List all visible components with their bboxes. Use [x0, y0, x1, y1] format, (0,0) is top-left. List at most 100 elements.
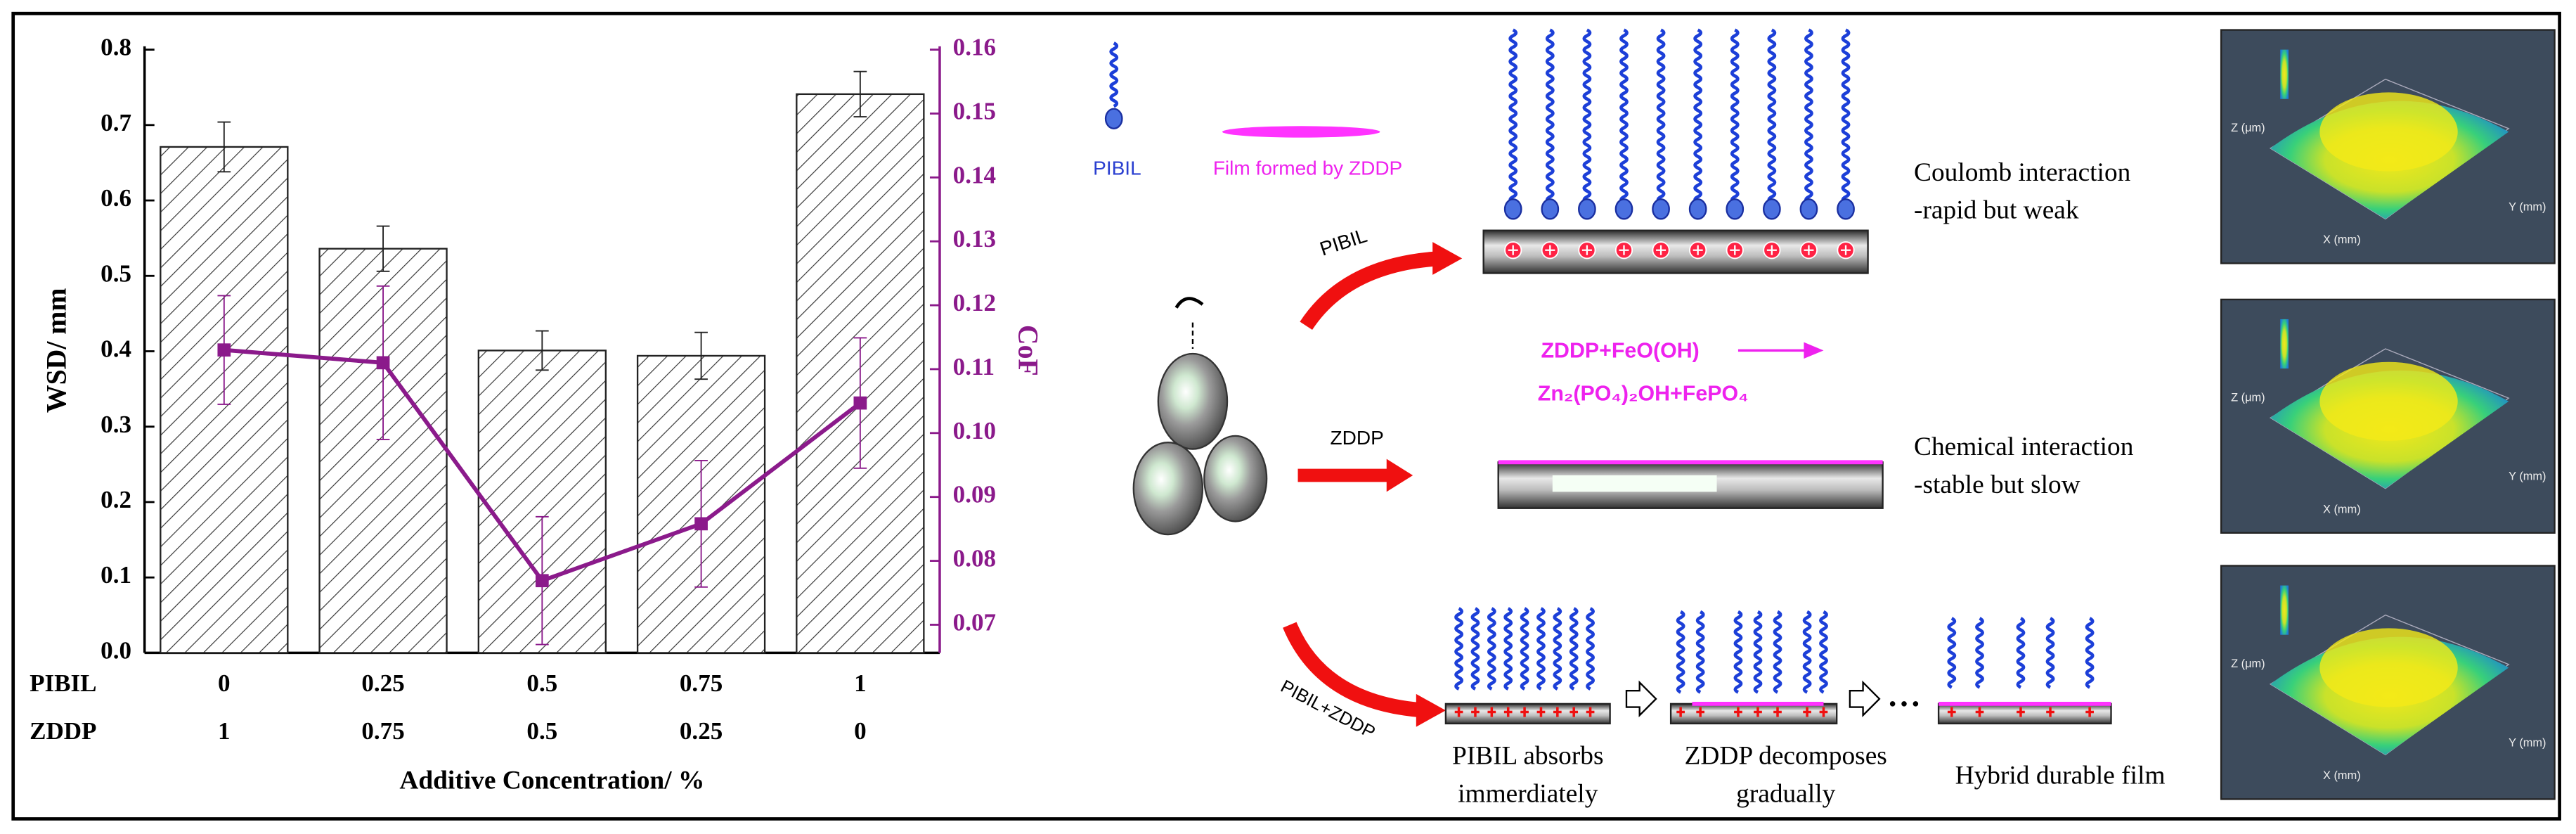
x-tick-label: 0	[854, 717, 867, 745]
step-arrow	[1849, 680, 1881, 718]
chain	[1975, 617, 1984, 689]
chain	[1586, 607, 1595, 691]
head	[1578, 198, 1596, 220]
head	[1688, 198, 1707, 220]
x-tick-label: 1	[218, 717, 231, 745]
reaction: Zn₂(PO₄)₂OH+FePO₄	[1538, 381, 1749, 405]
y-tick-label: 0.2	[101, 486, 131, 513]
charge	[1947, 707, 1956, 717]
axis-label: Y (mm)	[2509, 470, 2546, 483]
x-tick-label: 0.75	[680, 669, 723, 697]
chain	[1753, 610, 1763, 694]
chain	[1656, 28, 1666, 205]
annotation: Chemical interaction	[1914, 432, 2134, 461]
charge	[1520, 707, 1529, 717]
y-tick-label: 0.4	[101, 335, 131, 363]
error-bar	[535, 330, 549, 371]
arrow	[1300, 250, 1443, 331]
substrate	[1937, 703, 2112, 725]
chain	[1508, 28, 1518, 205]
film-icon	[1222, 126, 1380, 138]
ball	[1157, 352, 1229, 450]
charge	[1454, 707, 1463, 717]
error-bar	[853, 70, 867, 117]
annotation: -stable but slow	[1914, 470, 2080, 499]
y-tick-label: 0.0	[101, 636, 131, 664]
legend-label: Film formed by ZDDP	[1213, 158, 1402, 179]
axis-label: Y (mm)	[2509, 736, 2546, 749]
chain	[1767, 28, 1777, 205]
charge	[1773, 707, 1782, 717]
charge-sign	[1804, 245, 1814, 255]
figure-border	[11, 11, 2561, 821]
charge	[2085, 707, 2094, 717]
chain	[1487, 607, 1496, 691]
chain	[1553, 607, 1562, 691]
ball	[1132, 442, 1204, 536]
step-label: PIBIL absorbs	[1452, 742, 1604, 771]
chain	[1569, 607, 1579, 691]
charge	[1503, 707, 1513, 717]
axis-label: X (mm)	[2323, 769, 2361, 782]
head	[1726, 198, 1745, 220]
error-bar	[217, 121, 231, 173]
head	[1104, 108, 1123, 129]
row-name: ZDDP	[30, 717, 96, 745]
charge-sign	[1619, 245, 1629, 255]
surface-peak	[2319, 628, 2458, 707]
chain	[1503, 607, 1513, 691]
head	[1652, 198, 1670, 220]
arrow-label: PIBIL	[1317, 224, 1370, 260]
charge	[1754, 707, 1762, 717]
step-label: gradually	[1736, 779, 1835, 808]
y2-tick-label: 0.11	[953, 353, 995, 380]
y-tick-label: 0.6	[101, 184, 131, 212]
marker	[535, 574, 549, 588]
arrow-label: ZDDP	[1331, 427, 1384, 449]
head	[1837, 198, 1855, 220]
head	[1763, 198, 1781, 220]
arrow-head	[1416, 693, 1446, 727]
step-arrow	[1625, 680, 1657, 718]
y-tick-label: 0.5	[101, 259, 131, 287]
chain	[1802, 610, 1812, 694]
head	[1503, 198, 1522, 220]
x-tick-label: 0.5	[526, 717, 557, 745]
y2-tick-label: 0.07	[953, 608, 996, 636]
charge	[2046, 707, 2054, 717]
dot	[1912, 701, 1919, 707]
charge-sign	[1766, 245, 1777, 255]
charge	[1586, 707, 1595, 717]
y-tick-label: 0.1	[101, 561, 131, 589]
y2-tick-label: 0.16	[953, 34, 996, 61]
charge	[1696, 707, 1705, 717]
arrow-head	[1386, 458, 1413, 492]
axis-label: X (mm)	[2323, 503, 2361, 515]
bar	[477, 349, 607, 654]
charge-sign	[1581, 245, 1592, 255]
y2-tick-label: 0.12	[953, 289, 996, 316]
axis-label: Z (μm)	[2231, 122, 2265, 134]
colorbar	[2280, 49, 2289, 99]
chain	[1804, 28, 1813, 205]
chain	[1733, 610, 1743, 694]
surface-peak	[2319, 92, 2458, 172]
charge-sign	[1545, 245, 1555, 255]
axis-label: Z (μm)	[2231, 657, 2265, 670]
substrate-highlight	[1552, 475, 1717, 492]
charge	[1487, 707, 1496, 717]
charge	[1553, 707, 1562, 717]
chain	[1841, 28, 1851, 205]
charge	[2017, 707, 2025, 717]
chain	[1730, 28, 1740, 205]
charge	[1569, 707, 1579, 717]
x-tick-label: 1	[854, 669, 867, 697]
charge	[1803, 707, 1811, 717]
charge-sign	[1508, 245, 1518, 255]
annotation: Coulomb interaction	[1914, 158, 2131, 187]
error-bar	[694, 331, 708, 380]
chain	[2045, 617, 2055, 689]
x-axis-label: Additive Concentration/ %	[399, 766, 704, 795]
chain	[1819, 610, 1828, 694]
marker	[376, 356, 390, 370]
